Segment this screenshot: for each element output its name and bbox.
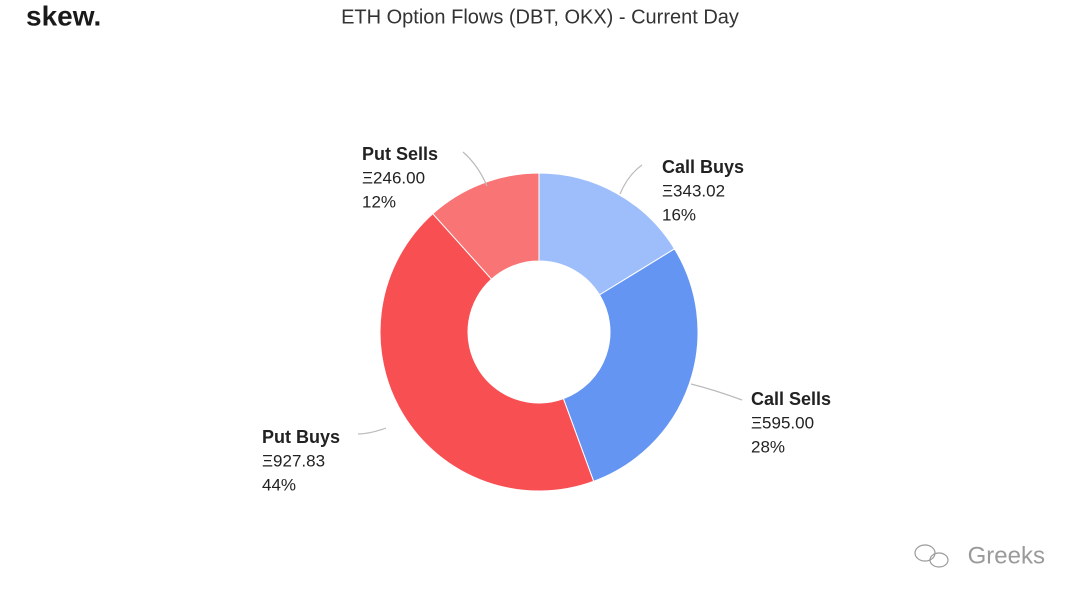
donut-slice bbox=[432, 172, 540, 280]
value-label: Ξ343.02 bbox=[662, 181, 725, 200]
percent-label: 28% bbox=[751, 437, 785, 456]
percent-label: 12% bbox=[362, 192, 396, 211]
value-label: Ξ595.00 bbox=[751, 413, 814, 432]
value-label: Ξ246.00 bbox=[362, 168, 425, 187]
donut-slice bbox=[562, 248, 699, 482]
value-label: Ξ927.83 bbox=[262, 451, 325, 470]
slice-label: Call Sells bbox=[751, 389, 831, 409]
slice-label: Put Buys bbox=[262, 427, 340, 447]
connector bbox=[690, 383, 743, 401]
percent-label: 44% bbox=[262, 475, 296, 494]
slice-label: Put Sells bbox=[362, 144, 438, 164]
slice-label: Call Buys bbox=[662, 157, 744, 177]
chart-title: ETH Option Flows (DBT, OKX) - Current Da… bbox=[341, 6, 739, 28]
percent-label: 16% bbox=[662, 205, 696, 224]
connector bbox=[619, 164, 643, 195]
connector bbox=[357, 427, 387, 435]
donut-slice bbox=[538, 172, 676, 296]
donut-slice bbox=[379, 213, 595, 492]
connector bbox=[462, 151, 488, 187]
watermark-icon bbox=[914, 544, 949, 568]
watermark: Greeks bbox=[968, 542, 1045, 569]
brand-logo: skew. bbox=[26, 0, 101, 31]
